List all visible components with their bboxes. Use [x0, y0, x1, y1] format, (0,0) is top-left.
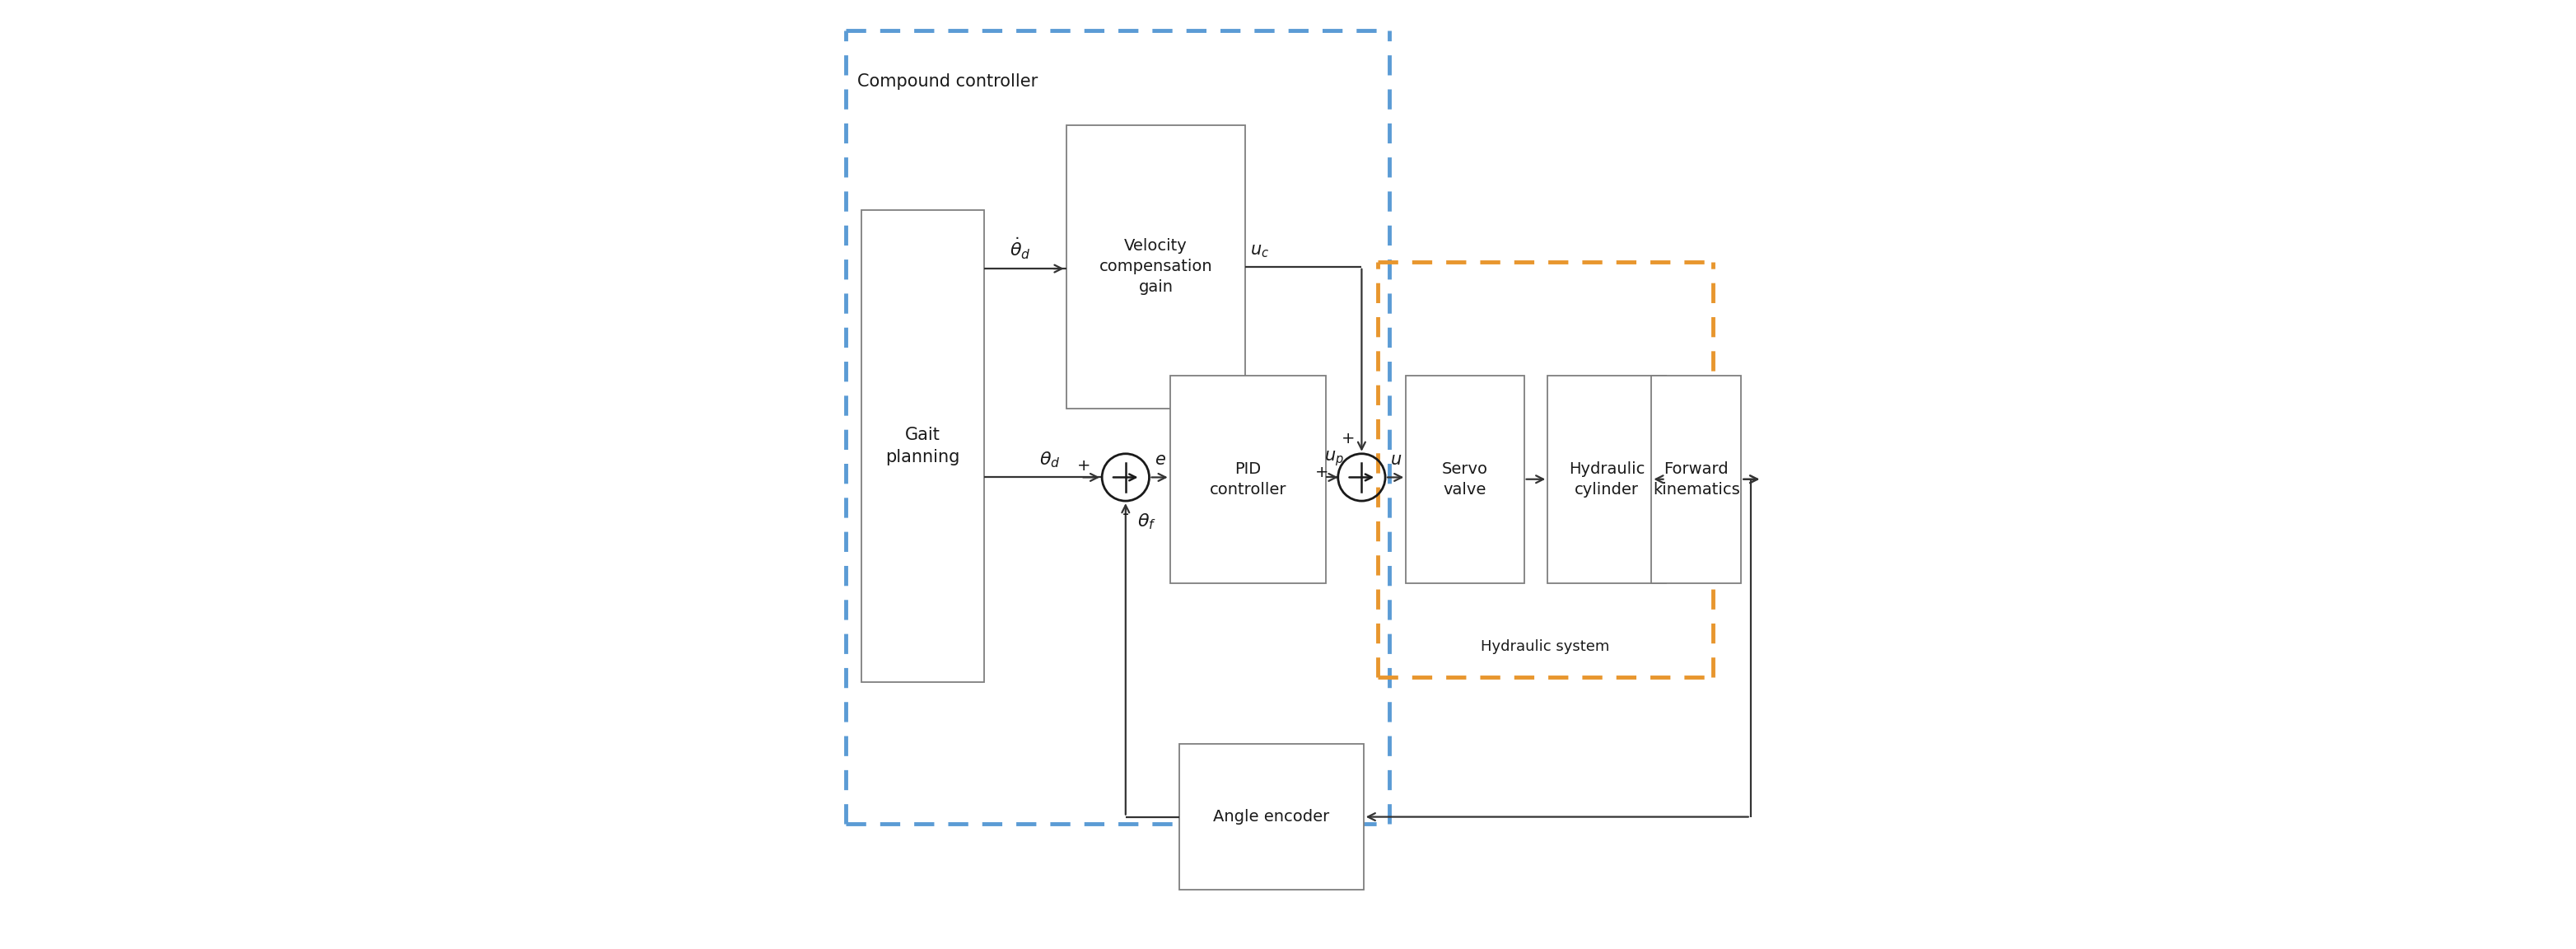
- Text: Servo
valve: Servo valve: [1443, 461, 1489, 497]
- Text: +: +: [1314, 465, 1329, 480]
- FancyBboxPatch shape: [1651, 376, 1741, 583]
- Text: Hydraulic system: Hydraulic system: [1481, 639, 1610, 654]
- Text: Forward
kinematics: Forward kinematics: [1654, 461, 1739, 497]
- Text: $\dot{\theta}_d$: $\dot{\theta}_d$: [1010, 236, 1030, 261]
- Text: $\theta_d$: $\theta_d$: [1041, 451, 1061, 470]
- Text: Compound controller: Compound controller: [858, 73, 1038, 89]
- FancyBboxPatch shape: [1066, 125, 1247, 408]
- FancyBboxPatch shape: [1170, 376, 1327, 583]
- Text: Gait
planning: Gait planning: [886, 427, 961, 465]
- Text: +: +: [1342, 431, 1355, 446]
- FancyBboxPatch shape: [1406, 376, 1525, 583]
- Text: $u$: $u$: [1391, 452, 1401, 468]
- Text: Angle encoder: Angle encoder: [1213, 809, 1329, 825]
- Text: $u_p$: $u_p$: [1324, 449, 1345, 468]
- Text: $\theta_f$: $\theta_f$: [1136, 512, 1157, 531]
- FancyBboxPatch shape: [860, 210, 984, 682]
- Text: +: +: [1077, 458, 1090, 474]
- Text: -: -: [1123, 506, 1128, 522]
- Text: $e$: $e$: [1154, 452, 1167, 468]
- Text: $u_c$: $u_c$: [1249, 243, 1270, 259]
- Text: PID
controller: PID controller: [1208, 461, 1285, 497]
- FancyBboxPatch shape: [1180, 744, 1363, 890]
- Text: Velocity
compensation
gain: Velocity compensation gain: [1100, 238, 1213, 295]
- Text: Hydraulic
cylinder: Hydraulic cylinder: [1569, 461, 1643, 497]
- FancyBboxPatch shape: [1548, 376, 1667, 583]
